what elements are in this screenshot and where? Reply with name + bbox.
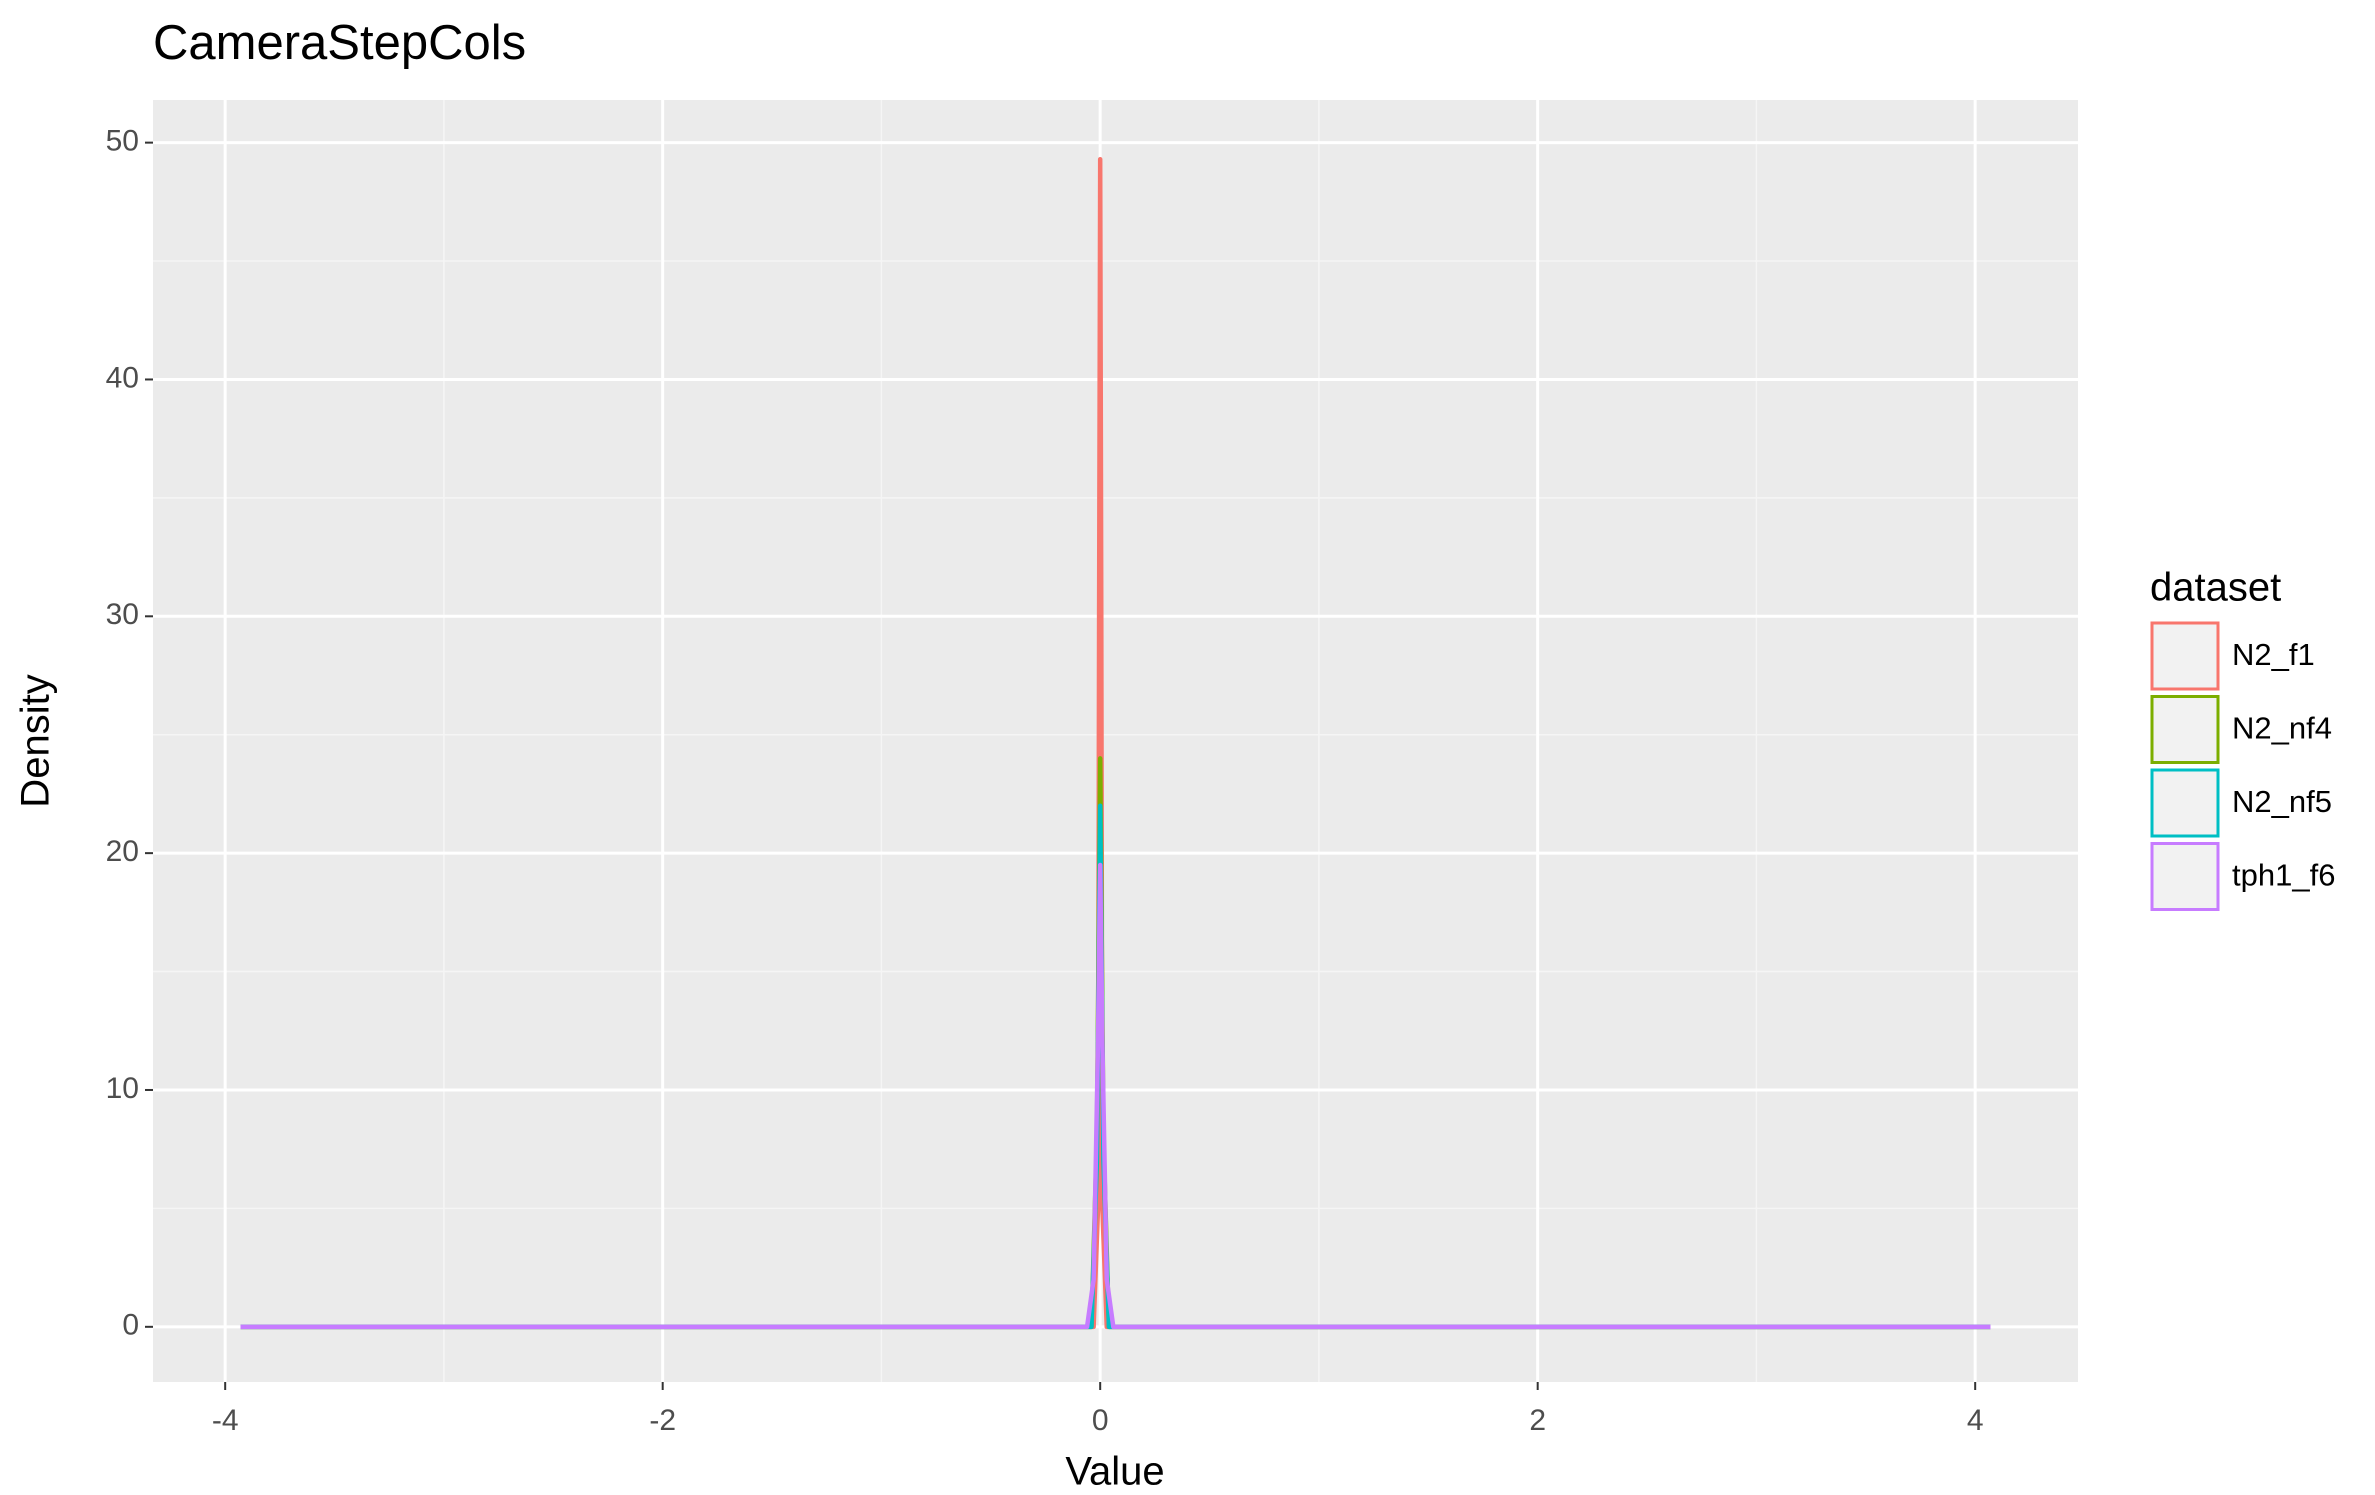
- legend-key: [2150, 695, 2220, 764]
- x-tick-label: -4: [212, 1404, 239, 1437]
- legend-label: N2_nf4: [2232, 711, 2332, 746]
- x-tick-label: 2: [1529, 1404, 1546, 1437]
- y-tick-label: 0: [122, 1309, 139, 1342]
- y-tick-label: 10: [106, 1072, 139, 1105]
- y-tick-label: 30: [106, 598, 139, 631]
- legend-key: [2150, 842, 2220, 911]
- density-line: [240, 862, 1991, 1330]
- legend-key: [2150, 621, 2220, 691]
- legend-label: N2_nf5: [2232, 784, 2332, 819]
- y-axis-label: Density: [14, 674, 58, 807]
- x-tick-label: 4: [1967, 1404, 1984, 1437]
- legend-key: [2150, 768, 2220, 838]
- x-axis-label: Value: [1065, 1450, 1164, 1494]
- lines: [240, 156, 1991, 1330]
- x-tick-label: -2: [649, 1404, 676, 1437]
- density-line: [240, 803, 1991, 1330]
- chart-title: CameraStepCols: [153, 16, 526, 70]
- legend-label: N2_f1: [2232, 637, 2315, 672]
- density-line: [240, 156, 1991, 1330]
- y-tick-label: 40: [106, 361, 139, 394]
- y-tick-label: 50: [106, 125, 139, 158]
- legend-title: dataset: [2150, 566, 2281, 610]
- y-tick-label: 20: [106, 835, 139, 868]
- panel: [153, 100, 2078, 1382]
- legend-label: tph1_f6: [2232, 858, 2335, 893]
- x-tick-label: 0: [1092, 1404, 1109, 1437]
- legend: N2_f1 N2_nf4 N2_nf5 tph1_f6: [2150, 621, 2335, 911]
